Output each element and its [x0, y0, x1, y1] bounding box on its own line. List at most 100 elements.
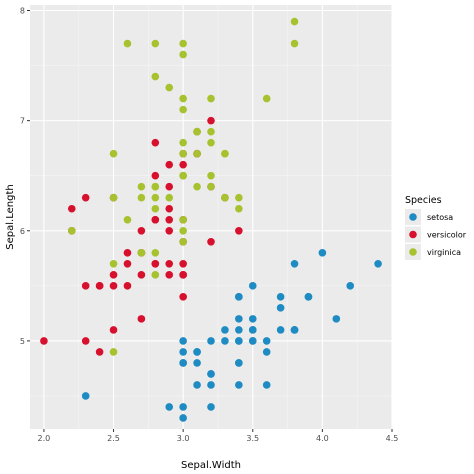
point-setosa	[165, 403, 174, 411]
point-virginica	[109, 193, 118, 202]
point-setosa	[207, 370, 215, 378]
y-tick-label: 8	[20, 7, 25, 16]
point-virginica	[109, 260, 118, 268]
legend-key-setosa	[409, 213, 417, 221]
point-setosa	[207, 403, 215, 411]
point-versicolor	[165, 271, 174, 279]
point-versicolor	[123, 260, 132, 268]
point-versicolor	[165, 160, 174, 169]
point-virginica	[179, 94, 187, 103]
point-versicolor	[109, 326, 118, 334]
point-virginica	[123, 215, 132, 224]
point-setosa	[235, 293, 243, 301]
point-setosa	[276, 326, 285, 334]
point-virginica	[179, 171, 187, 180]
point-setosa	[248, 315, 257, 323]
legend-key-versicolor	[409, 230, 417, 239]
point-versicolor	[137, 271, 146, 279]
point-virginica	[207, 138, 215, 147]
y-tick-label: 5	[20, 337, 25, 346]
point-virginica	[151, 204, 160, 213]
point-virginica	[109, 149, 118, 158]
point-virginica	[151, 39, 160, 48]
point-setosa	[248, 326, 257, 334]
point-setosa	[374, 260, 382, 268]
point-virginica	[179, 226, 187, 235]
point-virginica	[179, 237, 187, 246]
point-versicolor	[40, 337, 48, 345]
y-tick-label: 7	[20, 117, 25, 126]
point-virginica	[137, 182, 146, 191]
point-setosa	[207, 381, 215, 389]
data-points	[40, 17, 382, 422]
point-virginica	[151, 248, 160, 257]
x-tick-label: 3.5	[246, 434, 259, 443]
point-setosa	[262, 348, 271, 356]
point-virginica	[290, 39, 299, 48]
x-tick-label: 4.5	[386, 434, 399, 443]
point-virginica	[179, 215, 187, 224]
point-versicolor	[81, 337, 90, 345]
point-versicolor	[109, 271, 118, 279]
point-virginica	[109, 348, 118, 356]
point-versicolor	[235, 226, 243, 235]
x-tick-label: 4.0	[316, 434, 329, 443]
point-versicolor	[165, 226, 174, 235]
point-virginica	[151, 193, 160, 202]
point-virginica	[123, 39, 132, 48]
minor-gridlines	[30, 5, 392, 429]
point-versicolor	[137, 226, 146, 235]
point-virginica	[193, 182, 201, 191]
legend: Species setosa versicolor virginica	[405, 195, 467, 260]
y-axis-title: Sepal.Length	[5, 184, 16, 249]
point-virginica	[193, 127, 201, 136]
point-versicolor	[207, 116, 215, 125]
point-versicolor	[81, 193, 90, 202]
point-virginica	[137, 248, 146, 257]
point-versicolor	[207, 237, 215, 246]
point-virginica	[151, 182, 160, 191]
point-setosa	[262, 337, 271, 345]
point-setosa	[276, 293, 285, 301]
legend-label-setosa: setosa	[427, 213, 453, 222]
point-versicolor	[123, 248, 132, 257]
point-setosa	[248, 282, 257, 290]
point-setosa	[179, 337, 187, 345]
point-setosa	[318, 248, 327, 257]
point-versicolor	[165, 182, 174, 191]
x-axis-ticks: 2.0 2.5 3.0 3.5 4.0 4.5	[38, 429, 399, 443]
y-axis-ticks: 5 6 7 8	[20, 7, 30, 346]
point-setosa	[179, 403, 187, 411]
point-virginica	[165, 83, 174, 92]
x-tick-label: 3.0	[177, 434, 190, 443]
point-setosa	[290, 260, 299, 268]
point-versicolor	[165, 260, 174, 268]
point-versicolor	[151, 171, 160, 180]
point-setosa	[276, 304, 285, 312]
point-setosa	[235, 315, 243, 323]
point-virginica	[290, 17, 299, 26]
point-setosa	[193, 359, 201, 367]
point-setosa	[193, 381, 201, 389]
point-virginica	[207, 94, 215, 103]
point-versicolor	[67, 204, 76, 213]
point-setosa	[179, 359, 187, 367]
point-setosa	[332, 315, 341, 323]
point-setosa	[179, 348, 187, 356]
point-virginica	[179, 138, 187, 147]
point-versicolor	[179, 271, 187, 279]
legend-key-virginica	[409, 248, 417, 256]
point-versicolor	[151, 138, 160, 147]
point-versicolor	[123, 282, 132, 290]
point-setosa	[346, 282, 355, 290]
point-virginica	[235, 204, 243, 213]
point-virginica	[221, 193, 229, 202]
point-setosa	[235, 381, 243, 389]
x-tick-label: 2.0	[38, 434, 51, 443]
point-virginica	[193, 149, 201, 158]
x-tick-label: 2.5	[107, 434, 120, 443]
point-setosa	[262, 381, 271, 389]
point-setosa	[179, 414, 187, 422]
point-setosa	[193, 348, 201, 356]
point-versicolor	[179, 160, 187, 169]
